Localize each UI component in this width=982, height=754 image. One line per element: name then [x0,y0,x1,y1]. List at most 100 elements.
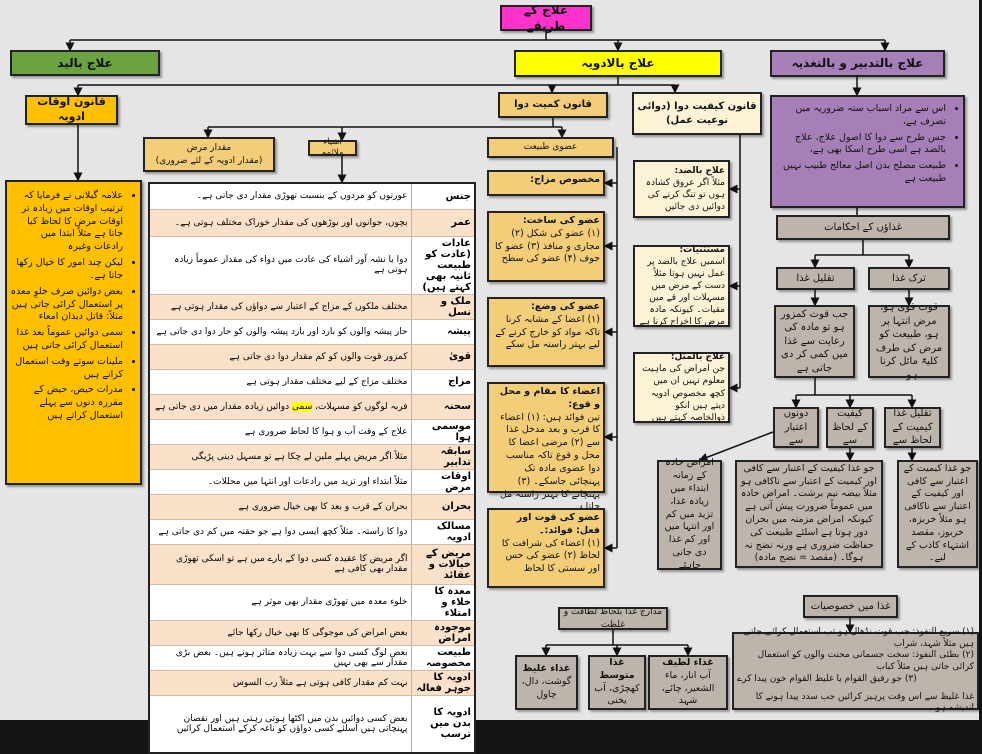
factor-value: بعض امراض کی موجوگی کا بھی خیال رکھا جائ… [149,620,411,646]
factor-label: اوقات مرض [410,469,475,495]
table-row: سابقہ تدابیر مثلاً اگر مریض پہلے ملین لے … [149,444,475,470]
suitable-things: اشیاء ملائمہ [308,137,357,158]
table-row: سحنہ فربہ لوگوں کو مسہلات، سمی دوائیں زیا… [149,394,475,420]
box-heading: مخصوص مزاج: [530,174,600,185]
quantity-factors-table: جنس عورتوں کو مردوں کے بنسبت تھوڑی مقدار … [148,182,476,754]
timing-law: قانون اوقات ادویہ [25,95,118,125]
diagram-canvas: علاج کے طریقے علاج بالید علاج بالادویہ ع… [0,0,979,720]
factor-label: ملک و نسل [410,294,475,320]
organ-item: عضو کی وضع: (۱) اعضا کے مشابہ کرنا تاکہ م… [487,297,605,367]
box-heading: غذاء غلیظ [522,663,571,675]
factor-label: عادات (عادت کو طبیعت ثانیہ بھی کہتے ہیں) [410,236,475,295]
root-title: علاج کے طریقے [500,3,592,33]
feature-line: (۳) جو رقیق القوام یا غلیظ القوام خون پی… [737,673,917,684]
box-heading: مستثنیات: [679,244,725,255]
table-row: طبیعت مخصوصہ بعض لوگ کسی دوا سے بہت زیادہ… [149,645,475,671]
table-row: قویٰ کمزور قوت والوں کو کم مقدار دوا دی ج… [149,344,475,370]
table-row: موجودہ امراض بعض امراض کی موجوگی کا بھی خ… [149,620,475,646]
factor-label: مریض کے خیالات و عقائد [410,544,475,585]
bullet-item: طبیعت مصلح بدن اصل معالج طبیب نہیں طبیعت… [775,160,946,186]
food-grade-item: غذاء لطیف آب انار، ماء الشعیر، چائے، شہد [648,655,728,710]
disease-amount-label: مقدار مرض [186,143,232,154]
table-row: مریض کے خیالات و عقائد اگر مریض کا عقیدہ … [149,544,475,585]
table-row: ملک و نسل مختلف ملکوں کے مزاج کے اعتبار س… [149,294,475,320]
factor-value: مختلف مزاج کے لیے مختلف مقدار ہوتی ہے [149,369,411,395]
bullet-item: علامہ گیلانی نے فرمایا کہ ترتیب اوقات می… [10,190,123,254]
factor-label: موجودہ امراض [410,620,475,646]
disease-amount: مقدار مرض (مقدار ادویہ کے لئے ضروری) [143,137,275,172]
branch-hand: علاج بالید [10,50,160,76]
box-heading: عضو کی قوت اور فعل: فوائد:۔ [516,512,600,536]
reduce-food-text: جب قوت کمزور ہو تو مادہ کی رعایت سے غذا … [774,305,855,378]
both-aspects: دونوں اعتبار سے [773,407,819,448]
factor-label: بحران [410,494,475,520]
branch-regimen: علاج بالتدبیر و بالتغذیہ [770,50,945,77]
factor-label: پیشہ [410,319,475,345]
food-rules: غذاؤں کے احکامات [776,215,950,240]
quality-item: مستثنیات: اسمیں علاج بالضد پر عمل نہیں ہو… [633,245,730,327]
factor-value: بچوں، جوانوں اور بوڑھوں کی مقدار خوراک م… [149,209,411,237]
branch-drug: علاج بالادویہ [514,50,722,77]
organ-item: مخصوص مزاج: [487,170,605,196]
bullet-item: ملینات سوتے وقت استعمال کراتے ہیں [10,356,123,382]
factor-value: عورتوں کو مردوں کے بنسبت تھوڑی مقدار دی … [149,183,411,210]
feature-line: (۱) سریع النفوذ: جب قوت نڈھال ہو تب استع… [743,627,974,649]
table-row: بحران بحران کے قرب و بعد کا بھی خیال ضرور… [149,494,475,520]
factor-value: کمزور قوت والوں کو کم مقدار دوا دی جاتی … [149,344,411,370]
factor-value: مثلاً اگر مریض پہلے ملین لے چکا ہے تو مس… [149,444,411,470]
bullet-item: بعض دوائیں صرف خلوِ معدہ پر استعمال کرائ… [10,286,123,324]
by-quality: کیفیت کے لحاظ سے [826,407,874,448]
regimen-notes: اس سے مراد اسباب ستہ ضروریہ میں تصرف ہے،… [770,95,965,208]
quality-law: قانون کیفیت دوا (دوائی نوعیت عمل) [632,92,762,135]
bullet-item: اس سے مراد اسباب ستہ ضروریہ میں تصرف ہے، [775,103,946,129]
disease-amount-sub: (مقدار ادویہ کے لئے ضروری) [155,155,263,166]
factor-label: ادویہ کا بدن میں ترسب [410,695,475,754]
box-heading: عضو کی ساخت: [522,215,600,226]
food-grade-item: غذاء غلیظ گوشت، دال، چاول [515,655,578,710]
factor-label: جنس [410,183,475,210]
acute-diseases-text: امراض حادہ کے زمانہ ابتداء میں زیادہ غذا… [657,457,722,571]
box-text: آب انار، ماء الشعیر، چائے، شہد [661,669,715,707]
factor-label: قویٰ [410,344,475,370]
box-text: (۱) عضو کی شکل (۲) مجاری و منافذ (۳) عضو… [495,227,600,265]
factor-label: موسمی ہوا [410,419,475,445]
table-row: مسالک ادویہ دوا کا راستہ۔ مثلاً کچھ ایسی … [149,519,475,545]
table-row: معدہ کا خلاء و امتلاء خلوء معدہ میں تھوڑی… [149,584,475,621]
table-row: موسمی ہوا علاج کے وقت آب و ہوا کا لحاظ ضر… [149,419,475,445]
table-row: اوقات مرض مثلاً ابتداء اور تزید میں رادعا… [149,469,475,495]
box-text: گوشت، دال، چاول [521,676,572,700]
factor-value: خلوء معدہ میں تھوڑی مقدار بھی موثر ہے [149,584,411,621]
factor-value: دوا یا نشہ آور اشیاء کی عادت میں دواء کی… [149,236,411,295]
factor-value: اگر مریض کا عقیدہ کسی دوا کے بارے میں ہے… [149,544,411,585]
box-heading: غذا متوسط [599,656,635,681]
factor-value: مختلف ملکوں کے مزاج کے اعتبار سے دواؤں ک… [149,294,411,320]
box-text: مثلاً اگر عروق کشادہ ہوں تو تنگ کرنے کی … [645,177,725,213]
table-row: عادات (عادت کو طبیعت ثانیہ بھی کہتے ہیں)… [149,236,475,295]
factor-label: سحنہ [410,394,475,420]
reduce-food: تقلیل غذا [776,267,855,290]
food-grades: مدارج غذا بلحاظ لطافت و غلظت [558,607,668,630]
table-row: عمر بچوں، جوانوں اور بوڑھوں کی مقدار خورا… [149,209,475,237]
box-text: جن امراض کی ماہیت معلوم نہیں ان میں کچھ … [642,364,725,423]
table-row: مزاج مختلف مزاج کے لیے مختلف مقدار ہوتی ہ… [149,369,475,395]
food-features: غذا میں خصوصیات [803,595,898,618]
factor-value: بعض لوگ کسی دوا سے بہت زیادہ متاثر ہوتے … [149,645,411,671]
box-text: (۱) اعضاء کی شرافت کا لحاظ (۲) عضو کی حس… [501,537,600,575]
quantity-food-text: جو غذا کیمیت کے اعتبار سے کافی اور کیفیت… [897,460,978,568]
feature-line: (۲) بطئی النفوذ: سخت جسمانی محنت والوں ک… [757,650,974,673]
quality-item: علاج بالضد: مثلاً اگر عروق کشادہ ہوں تو ت… [633,160,730,218]
box-text: (۱) اعضا کے مشابہ کرنا تاکہ مواد کو خارج… [495,313,600,351]
factor-label: عمر [410,209,475,237]
bullet-item: سمی دوائیں عموماً بعد غذا استعمال کرائی … [10,327,123,353]
connectors [65,31,917,657]
bullet-item: جس طرح سے دوا کا اصول علاج، علاج بالضد ہ… [775,132,946,158]
factor-value: دوا کا راستہ۔ مثلاً کچھ ایسی دوا ہے جو ح… [149,519,411,545]
bullet-item: مدرات حیض، حیض کے مقررہ دنوں سے پہلے است… [10,384,123,422]
stop-food: ترک غذا [868,267,950,290]
box-text: کھچڑی، آب یخنی [594,682,640,707]
box-heading: عضو کی وضع: [531,301,600,312]
factor-value: بحران کے قرب و بعد کا بھی خیال ضروری ہے [149,494,411,520]
highlight: سمی [292,401,313,412]
factor-value: علاج کے وقت آب و ہوا کا لحاظ ضروری ہے [149,419,411,445]
table-row: پیشہ حار پیشہ والوں کو بارد اور بارد پیشہ… [149,319,475,345]
